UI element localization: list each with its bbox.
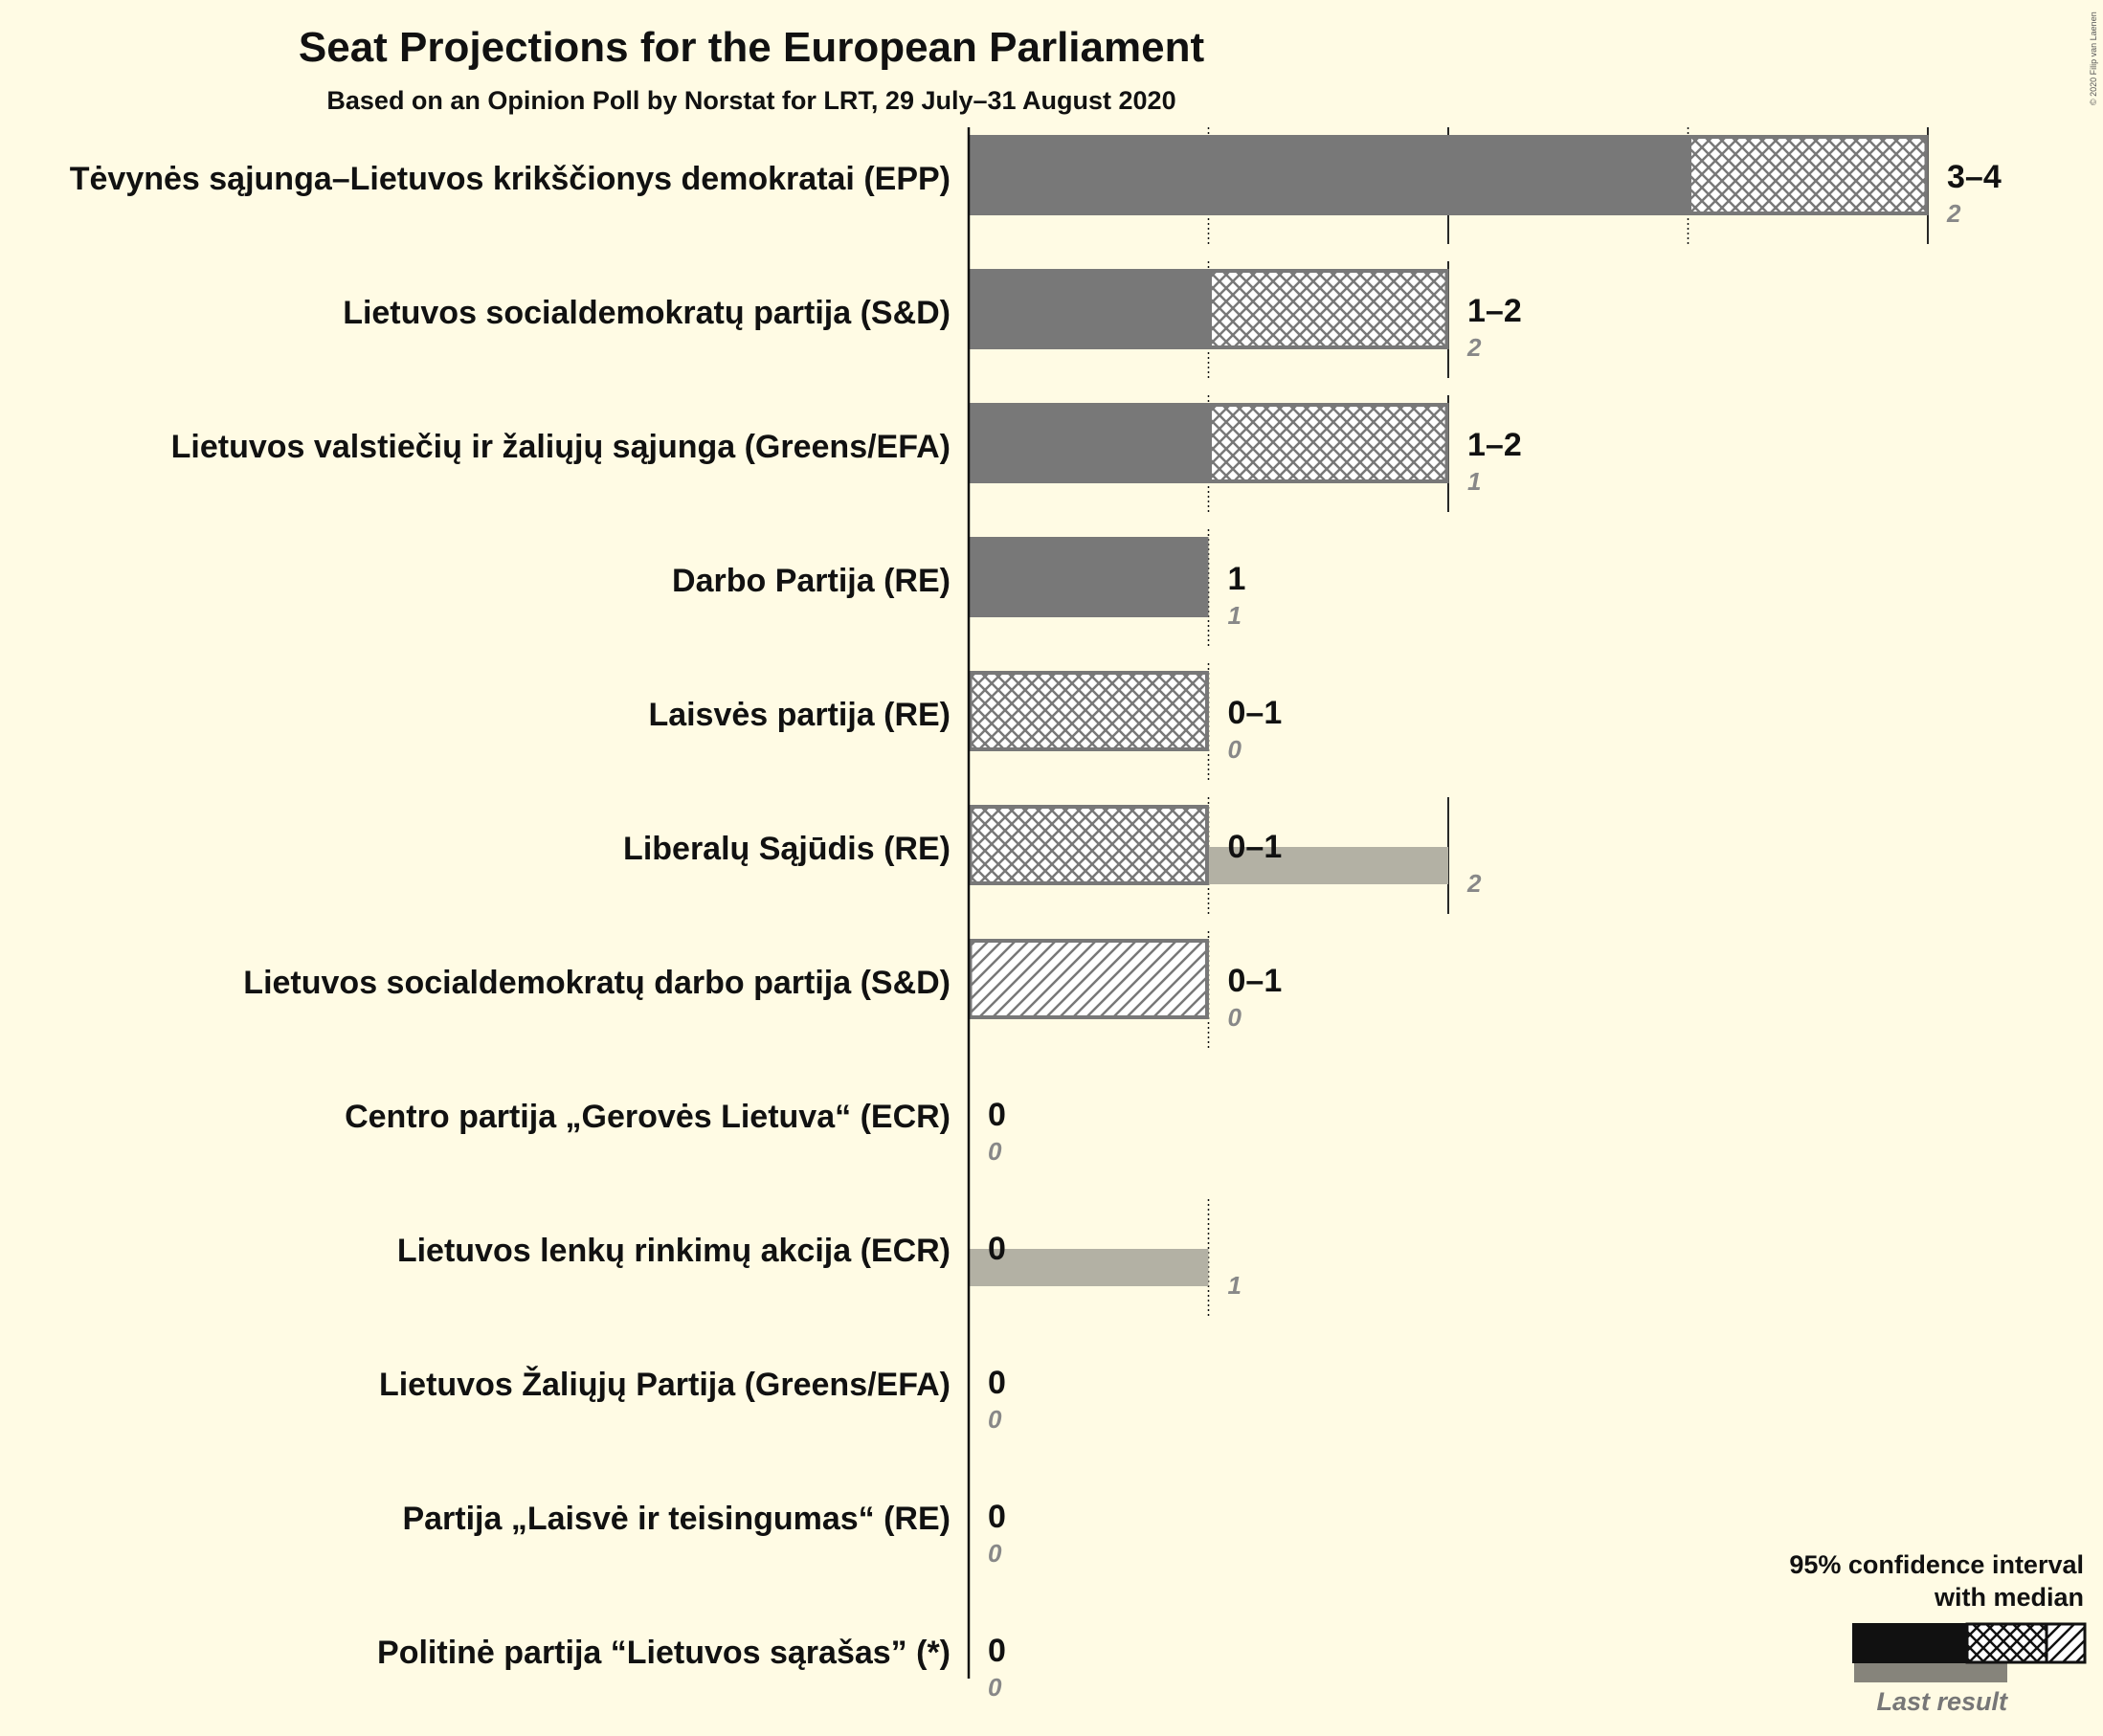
party-2-median-bar xyxy=(969,269,1209,349)
party-4-last-label: 1 xyxy=(1228,601,1242,630)
party-labels: Tėvynės sąjunga–Lietuvos krikščionys dem… xyxy=(70,159,2002,1702)
party-1-last-label: 2 xyxy=(1946,199,1961,228)
party-6-name: Liberalų Sąjūdis (RE) xyxy=(623,831,951,867)
party-1-median-bar xyxy=(969,135,1689,215)
party-7-range-label: 0–1 xyxy=(1228,963,1283,999)
party-11-last-label: 0 xyxy=(988,1539,1002,1568)
legend-title-line2: with median xyxy=(1934,1583,2084,1612)
party-8-last-label: 0 xyxy=(988,1137,1002,1166)
party-3-median-bar xyxy=(969,403,1209,483)
party-7-name: Lietuvos socialdemokratų darbo partija (… xyxy=(243,965,951,1001)
party-10-last-label: 0 xyxy=(988,1405,1002,1434)
bars xyxy=(968,135,1929,1286)
legend: 95% confidence interval with median Last… xyxy=(1789,1550,2087,1716)
party-9-last-label: 1 xyxy=(1228,1271,1242,1300)
party-11-name: Partija „Laisvė ir teisingumas“ (RE) xyxy=(402,1501,951,1537)
legend-title-line1: 95% confidence interval xyxy=(1789,1550,2084,1579)
legend-diaghatch xyxy=(2045,1622,2087,1664)
chart-subtitle: Based on an Opinion Poll by Norstat for … xyxy=(326,86,1175,115)
party-6-last-label: 2 xyxy=(1466,869,1482,898)
party-4-median-bar xyxy=(969,537,1209,617)
chart-title: Seat Projections for the European Parlia… xyxy=(299,24,1205,71)
party-12-range-label: 0 xyxy=(988,1633,1006,1669)
party-9-last-result-bar xyxy=(969,1249,1209,1286)
party-1-interval-bar xyxy=(1688,135,1929,215)
party-5-last-label: 0 xyxy=(1228,735,1242,764)
party-12-last-label: 0 xyxy=(988,1673,1002,1702)
party-7-interval-bar xyxy=(968,939,1209,1019)
party-7-last-label: 0 xyxy=(1228,1003,1242,1032)
party-2-interval-bar xyxy=(1208,269,1449,349)
party-8-name: Centro partija „Gerovės Lietuva“ (ECR) xyxy=(345,1099,951,1135)
party-12-name: Politinė partija “Lietuvos sąrašas” (*) xyxy=(377,1635,951,1671)
party-6-range-label: 0–1 xyxy=(1228,829,1283,865)
party-6-interval-bar xyxy=(968,805,1209,885)
party-10-range-label: 0 xyxy=(988,1365,1006,1401)
party-2-name: Lietuvos socialdemokratų partija (S&D) xyxy=(343,295,951,331)
party-4-range-label: 1 xyxy=(1228,561,1246,597)
party-11-range-label: 0 xyxy=(988,1499,1006,1535)
legend-last-result-label: Last result xyxy=(1876,1687,2008,1716)
legend-median-bar xyxy=(1852,1623,1967,1663)
party-10-name: Lietuvos Žaliųjų Partija (Greens/EFA) xyxy=(379,1367,951,1403)
party-8-range-label: 0 xyxy=(988,1097,1006,1133)
party-3-range-label: 1–2 xyxy=(1467,427,1522,463)
party-1-name: Tėvynės sąjunga–Lietuvos krikščionys dem… xyxy=(70,161,951,197)
party-1-range-label: 3–4 xyxy=(1947,159,2002,195)
party-3-last-label: 1 xyxy=(1467,467,1481,496)
party-5-range-label: 0–1 xyxy=(1228,695,1283,731)
party-4-name: Darbo Partija (RE) xyxy=(672,563,951,599)
party-9-name: Lietuvos lenkų rinkimų akcija (ECR) xyxy=(397,1233,951,1269)
party-5-name: Laisvės partija (RE) xyxy=(648,697,951,733)
party-5-interval-bar xyxy=(968,671,1209,751)
party-2-last-label: 2 xyxy=(1466,333,1482,362)
party-3-name: Lietuvos valstiečių ir žaliųjų sąjunga (… xyxy=(171,429,951,465)
credit-text: © 2020 Filip van Laenen xyxy=(2089,11,2098,105)
party-9-range-label: 0 xyxy=(988,1231,1006,1267)
legend-crosshatch xyxy=(1965,1622,2048,1664)
party-2-range-label: 1–2 xyxy=(1467,293,1522,329)
party-3-interval-bar xyxy=(1208,403,1449,483)
